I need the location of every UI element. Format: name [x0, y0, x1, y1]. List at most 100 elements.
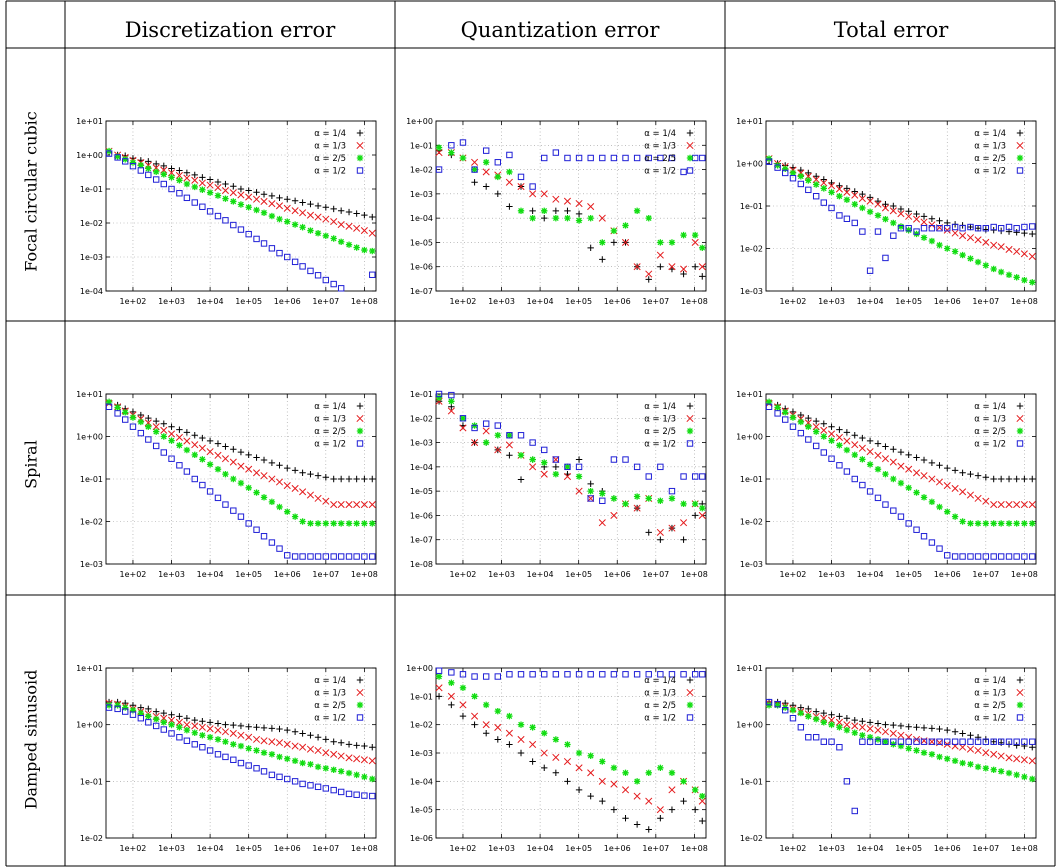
data-point — [175, 433, 183, 442]
y-tick-label: 1e-06 — [410, 511, 433, 520]
data-point — [928, 221, 936, 229]
data-point — [874, 726, 882, 734]
data-point — [552, 214, 560, 222]
data-point — [360, 756, 368, 764]
data-point — [337, 553, 345, 560]
data-point — [982, 497, 990, 505]
data-point — [599, 256, 606, 263]
data-point — [782, 416, 789, 423]
data-point — [905, 738, 912, 745]
data-point — [353, 210, 360, 217]
data-point — [575, 210, 583, 218]
data-point — [237, 185, 245, 193]
data-point — [129, 159, 137, 166]
data-point — [345, 501, 353, 509]
data-point — [206, 181, 214, 189]
plot-r0-c2: 1e+02 1e+03 1e+04 1e+05 1e+06 1e+07 1e+08 1e-03… — [736, 117, 1038, 306]
data-point — [322, 497, 330, 505]
x-tick-label: 1e+04 — [197, 570, 224, 579]
x-tick-label: 1e+08 — [351, 570, 378, 579]
legend: α = 1/4 α = 1/3 α = 2/5 α = 1/2 — [644, 676, 694, 724]
data-point — [836, 713, 843, 720]
data-point — [552, 455, 560, 464]
x-tick-label: 1e+05 — [235, 844, 262, 853]
data-point — [905, 225, 912, 232]
data-point — [191, 432, 198, 439]
data-point — [105, 398, 113, 406]
data-point — [951, 742, 959, 750]
data-point — [990, 265, 997, 273]
data-point — [448, 701, 455, 709]
data-point — [176, 462, 183, 469]
plot-r0-c0: 1e+02 1e+03 1e+04 1e+05 1e+06 1e+07 1e+08 1e-04… — [76, 117, 378, 306]
data-point — [680, 671, 687, 678]
data-point — [920, 218, 928, 226]
data-point — [529, 740, 537, 749]
legend-label: α = 2/5 — [974, 427, 1006, 437]
data-point — [812, 193, 820, 200]
legend-label: α = 1/3 — [314, 142, 346, 152]
data-point — [866, 194, 874, 201]
y-tick-label: 1e+01 — [736, 117, 763, 126]
data-point — [633, 792, 641, 800]
data-point — [944, 508, 951, 515]
data-point — [897, 738, 905, 745]
data-point — [967, 553, 974, 560]
data-point — [471, 179, 478, 186]
data-point — [633, 493, 641, 500]
data-point — [129, 414, 137, 421]
data-point — [176, 167, 183, 174]
legend-label: α = 1/2 — [644, 440, 676, 450]
data-point — [951, 467, 959, 474]
data-point — [276, 725, 283, 733]
data-point — [540, 470, 548, 478]
data-point — [563, 197, 572, 205]
data-point — [575, 671, 583, 678]
data-point — [307, 470, 314, 478]
data-point — [920, 724, 928, 732]
data-point — [222, 195, 229, 202]
data-point — [668, 769, 676, 777]
data-point — [214, 726, 222, 734]
y-tick-label: 1e+00 — [76, 151, 103, 160]
data-point — [345, 520, 353, 527]
data-point — [322, 736, 330, 743]
data-point — [859, 738, 866, 745]
data-point — [307, 761, 314, 768]
data-point — [471, 721, 478, 728]
data-point — [245, 465, 253, 473]
data-point — [890, 202, 897, 210]
y-tick-label: 1e-05 — [410, 238, 433, 247]
data-point — [541, 214, 548, 222]
data-point — [982, 553, 990, 560]
data-point — [183, 169, 191, 176]
data-point — [835, 718, 843, 726]
data-point — [610, 764, 618, 772]
data-point — [245, 723, 252, 730]
data-point — [314, 783, 322, 791]
data-point — [230, 741, 237, 748]
data-point — [575, 154, 583, 162]
y-tick-label: 1e+00 — [406, 664, 433, 673]
data-point — [797, 180, 805, 188]
data-point — [789, 715, 797, 722]
legend-label: α = 1/2 — [314, 167, 346, 177]
data-point — [874, 494, 882, 502]
data-point — [176, 713, 183, 720]
legend-label: α = 2/5 — [314, 427, 346, 437]
data-point — [221, 455, 230, 463]
data-point — [1029, 520, 1036, 527]
data-point — [959, 518, 966, 525]
data-point — [206, 747, 214, 754]
data-point — [206, 189, 214, 196]
data-point — [237, 201, 245, 208]
axes-box — [765, 667, 1037, 839]
data-point — [291, 778, 299, 785]
data-point — [1021, 773, 1028, 781]
data-point — [276, 249, 283, 257]
y-tick-label: 1e-03 — [410, 439, 433, 448]
data-point — [928, 738, 936, 746]
y-tick-label: 1e+00 — [76, 433, 103, 442]
legend: α = 1/4 α = 1/3 α = 2/5 α = 1/2 — [644, 402, 694, 450]
